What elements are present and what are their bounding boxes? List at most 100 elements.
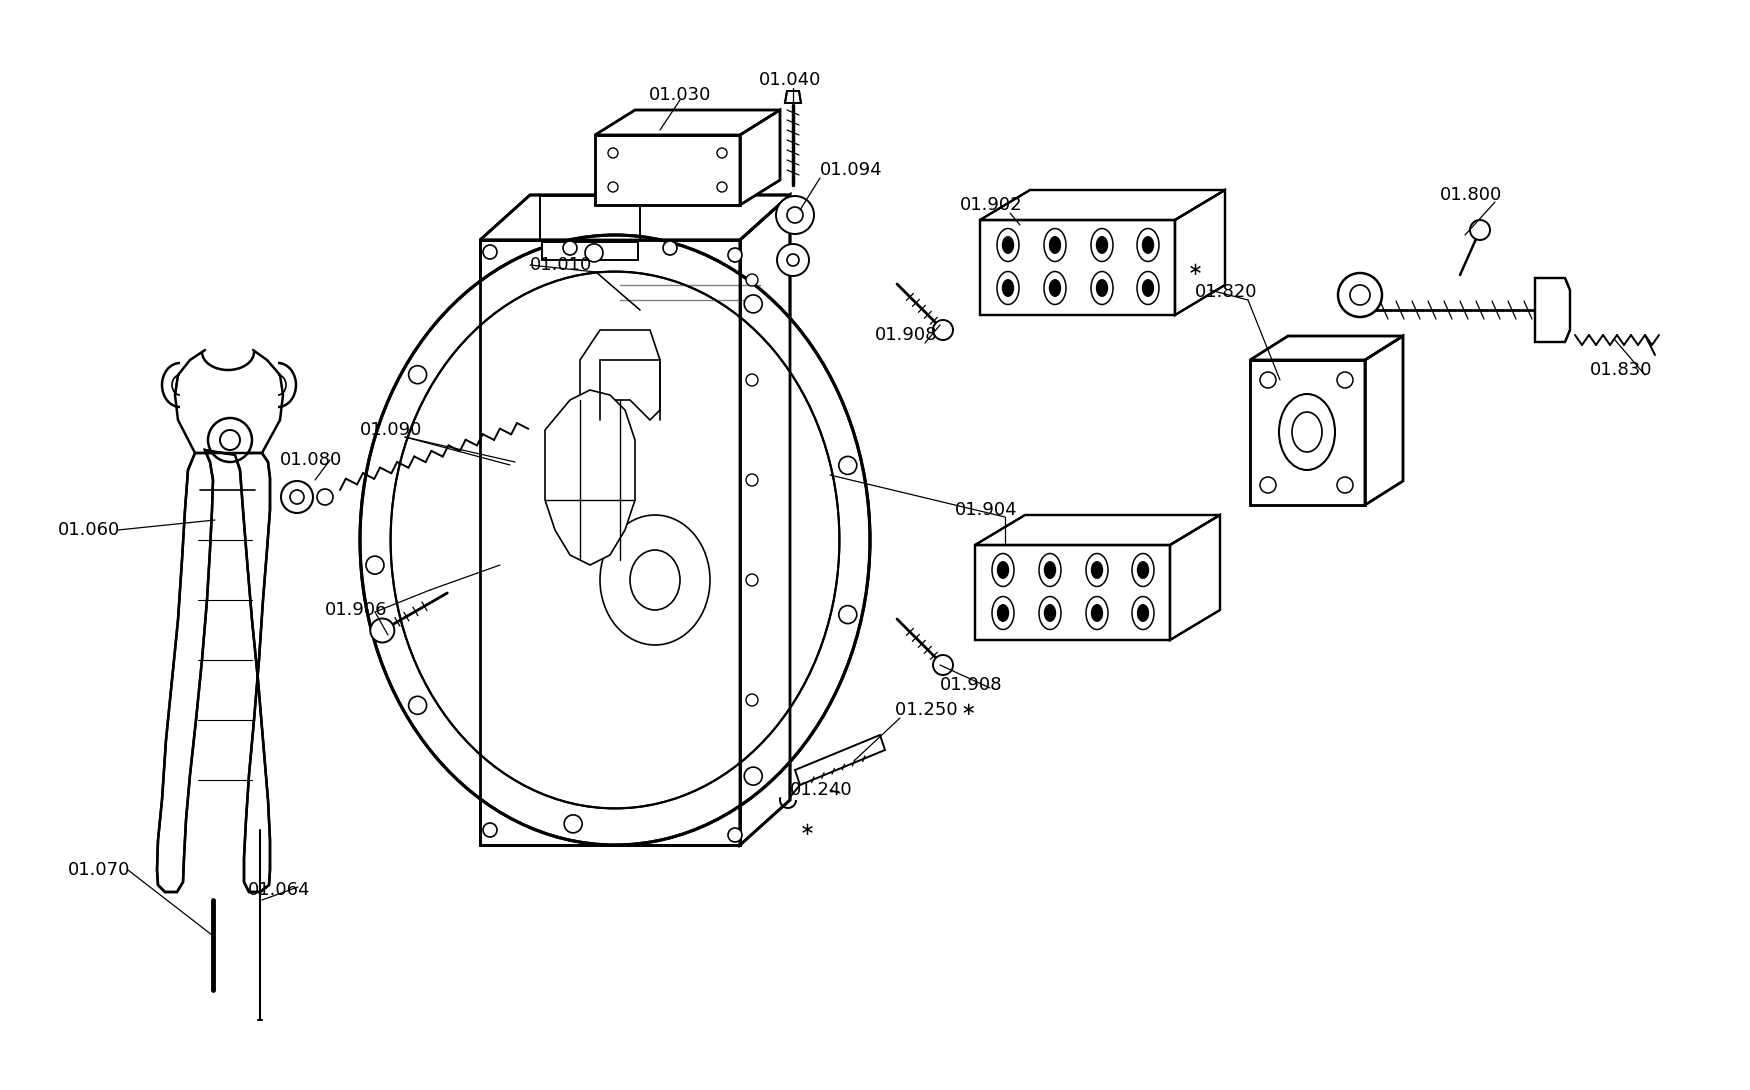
Text: 01.080: 01.080 xyxy=(280,451,343,469)
Text: 01.010: 01.010 xyxy=(530,256,592,274)
Polygon shape xyxy=(480,195,789,240)
Ellipse shape xyxy=(1045,605,1055,621)
Text: 01.908: 01.908 xyxy=(940,676,1003,694)
Polygon shape xyxy=(794,735,886,785)
Polygon shape xyxy=(542,242,639,261)
Ellipse shape xyxy=(1040,554,1060,586)
Polygon shape xyxy=(980,190,1225,220)
Ellipse shape xyxy=(1143,280,1153,296)
Ellipse shape xyxy=(1050,237,1060,253)
Ellipse shape xyxy=(997,605,1008,621)
Polygon shape xyxy=(740,110,780,205)
Text: 01.906: 01.906 xyxy=(326,601,387,619)
Polygon shape xyxy=(158,450,270,892)
Polygon shape xyxy=(975,514,1220,545)
Circle shape xyxy=(775,196,814,234)
Text: 01.240: 01.240 xyxy=(789,782,852,799)
Ellipse shape xyxy=(1132,596,1153,630)
Polygon shape xyxy=(544,390,635,565)
Circle shape xyxy=(838,606,858,623)
Ellipse shape xyxy=(1097,237,1108,253)
Circle shape xyxy=(777,244,808,276)
Text: 01.094: 01.094 xyxy=(821,161,882,179)
Circle shape xyxy=(663,241,677,255)
Circle shape xyxy=(564,241,578,255)
Ellipse shape xyxy=(1087,554,1108,586)
Ellipse shape xyxy=(1050,280,1060,296)
Text: 01.040: 01.040 xyxy=(760,71,821,89)
Ellipse shape xyxy=(1132,554,1153,586)
Polygon shape xyxy=(480,240,740,845)
Polygon shape xyxy=(1174,190,1225,315)
Circle shape xyxy=(483,823,497,837)
Text: 01.904: 01.904 xyxy=(956,501,1018,519)
Ellipse shape xyxy=(997,271,1018,304)
Circle shape xyxy=(728,828,742,841)
Ellipse shape xyxy=(1087,596,1108,630)
Ellipse shape xyxy=(1279,393,1335,470)
Text: 01.908: 01.908 xyxy=(875,326,938,344)
Circle shape xyxy=(564,815,583,833)
Polygon shape xyxy=(740,195,789,845)
Circle shape xyxy=(282,481,313,513)
Text: 01.800: 01.800 xyxy=(1440,186,1502,204)
Ellipse shape xyxy=(1040,596,1060,630)
Ellipse shape xyxy=(992,596,1013,630)
Ellipse shape xyxy=(1138,605,1148,621)
Polygon shape xyxy=(1365,336,1404,505)
Circle shape xyxy=(746,574,758,586)
Circle shape xyxy=(317,489,332,505)
Circle shape xyxy=(408,365,427,384)
Ellipse shape xyxy=(1138,561,1148,579)
Circle shape xyxy=(746,374,758,386)
Circle shape xyxy=(408,697,427,714)
Circle shape xyxy=(1470,220,1489,240)
Ellipse shape xyxy=(1138,229,1158,262)
Ellipse shape xyxy=(997,561,1008,579)
Text: 01.830: 01.830 xyxy=(1591,361,1652,379)
Circle shape xyxy=(371,618,394,642)
Circle shape xyxy=(746,274,758,286)
Text: 01.030: 01.030 xyxy=(649,86,710,104)
Ellipse shape xyxy=(1045,561,1055,579)
Text: 01.902: 01.902 xyxy=(961,196,1022,214)
Circle shape xyxy=(366,556,383,574)
Ellipse shape xyxy=(1045,271,1066,304)
Circle shape xyxy=(744,295,763,313)
Ellipse shape xyxy=(992,554,1013,586)
Text: ∗: ∗ xyxy=(800,821,816,839)
Polygon shape xyxy=(595,110,780,135)
Text: 01.250 ∗: 01.250 ∗ xyxy=(894,701,977,719)
Polygon shape xyxy=(975,545,1171,640)
Circle shape xyxy=(1339,272,1382,317)
Circle shape xyxy=(838,457,858,474)
Text: 01.060: 01.060 xyxy=(58,521,121,538)
Polygon shape xyxy=(595,135,740,205)
Ellipse shape xyxy=(997,229,1018,262)
Circle shape xyxy=(208,417,252,462)
Text: 01.070: 01.070 xyxy=(68,861,131,879)
Ellipse shape xyxy=(360,235,870,845)
Ellipse shape xyxy=(600,514,710,645)
Ellipse shape xyxy=(1143,237,1153,253)
Ellipse shape xyxy=(1045,229,1066,262)
Ellipse shape xyxy=(1003,237,1013,253)
Polygon shape xyxy=(1171,514,1220,640)
Ellipse shape xyxy=(390,271,840,809)
Text: ∗: ∗ xyxy=(1188,261,1204,279)
Text: 01.064: 01.064 xyxy=(248,881,310,899)
Ellipse shape xyxy=(1138,271,1158,304)
Ellipse shape xyxy=(1092,561,1102,579)
Ellipse shape xyxy=(1090,271,1113,304)
Circle shape xyxy=(746,474,758,486)
Polygon shape xyxy=(1535,278,1570,342)
Circle shape xyxy=(744,767,763,785)
Circle shape xyxy=(933,655,954,675)
Circle shape xyxy=(728,249,742,262)
Text: 01.820: 01.820 xyxy=(1195,283,1258,301)
Circle shape xyxy=(933,320,954,340)
Ellipse shape xyxy=(1092,605,1102,621)
Ellipse shape xyxy=(1003,280,1013,296)
Polygon shape xyxy=(1250,360,1365,505)
Ellipse shape xyxy=(1090,229,1113,262)
